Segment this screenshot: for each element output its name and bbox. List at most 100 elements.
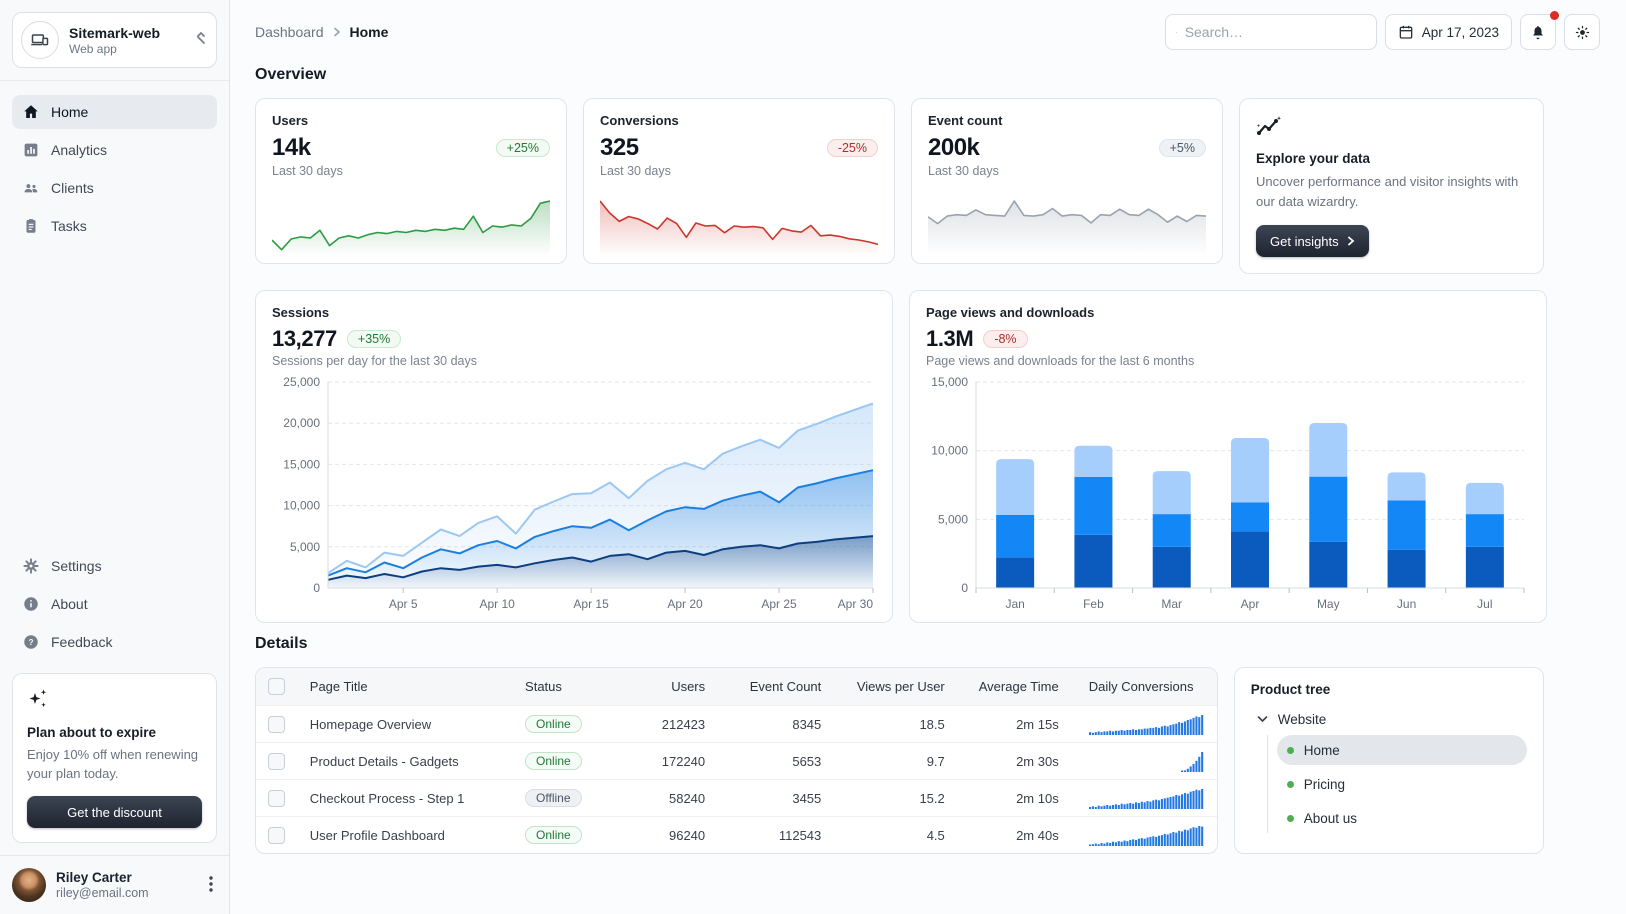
stat-caption: Last 30 days	[272, 164, 343, 178]
svg-text:Apr 5: Apr 5	[389, 597, 418, 611]
user-menu-button[interactable]	[205, 872, 217, 899]
svg-text:Apr 20: Apr 20	[667, 597, 703, 611]
search-icon	[1175, 31, 1177, 33]
col-views-per-user[interactable]: Views per User	[856, 679, 945, 694]
cell-views-per-user: 9.7	[839, 742, 963, 780]
svg-text:Jun: Jun	[1397, 597, 1416, 611]
row-checkbox[interactable]	[268, 789, 285, 807]
date-picker-button[interactable]: Apr 17, 2023	[1384, 14, 1512, 50]
user-meta: Riley Carter riley@email.com	[56, 870, 195, 900]
table-row[interactable]: Product Details - Gadgets Online 172240 …	[256, 742, 1217, 780]
sidebar-item-settings[interactable]: Settings	[12, 549, 217, 583]
gear-icon	[23, 558, 39, 574]
trend-chip: +25%	[495, 139, 550, 157]
help-icon: ?	[24, 635, 38, 650]
cell-average-time: 2m 30s	[962, 742, 1077, 780]
row-checkbox[interactable]	[268, 826, 285, 844]
stat-title: Event count	[928, 113, 1003, 128]
cell-page-title: Homepage Overview	[297, 705, 514, 743]
breadcrumb-home: Home	[349, 24, 389, 40]
pageviews-bar-chart: 0 5,000 10,000 15,000 Jan Feb Mar Apr May Jun Jul	[931, 375, 1525, 611]
sidebar-item-home[interactable]: Home	[12, 95, 217, 129]
breadcrumb-dashboard[interactable]: Dashboard	[255, 24, 324, 40]
workspace-subtitle: Web app	[69, 41, 117, 56]
sidebar-item-about[interactable]: About	[12, 587, 217, 621]
status-badge: Online	[525, 826, 582, 844]
sidebar-item-label: About	[51, 596, 88, 613]
table-row[interactable]: Checkout Process - Step 1 Offline 58240 …	[256, 779, 1217, 817]
tree-children: Home Pricing About us	[1266, 735, 1527, 833]
product-tree-title: Product tree	[1250, 682, 1331, 697]
col-average-time[interactable]: Average Time	[978, 679, 1059, 694]
tree-item-about-us[interactable]: About us	[1277, 803, 1527, 833]
col-users[interactable]: Users	[671, 679, 706, 694]
cell-users: 172240	[620, 742, 724, 780]
analytics-icon	[24, 143, 38, 157]
daily-conversions-sparkline	[1088, 789, 1203, 809]
chart-caption: Sessions per day for the last 30 days	[272, 354, 477, 368]
theme-toggle-button[interactable]	[1564, 14, 1600, 50]
col-daily-conversions[interactable]: Daily Conversions	[1088, 679, 1194, 694]
sidebar-item-clients[interactable]: Clients	[12, 171, 217, 205]
svg-text:5,000: 5,000	[290, 540, 320, 554]
product-tree-card: Product tree Website Home Pricing	[1233, 667, 1544, 854]
chevron-down-icon	[1257, 716, 1268, 723]
svg-text:Apr 30: Apr 30	[838, 597, 874, 611]
sidebar-item-tasks[interactable]: Tasks	[12, 209, 217, 243]
plan-promo-card: Plan about to expire Enjoy 10% off when …	[12, 673, 217, 843]
cell-event-count: 112543	[723, 816, 840, 853]
get-insights-button[interactable]: Get insights	[1256, 225, 1369, 257]
tree-item-home[interactable]: Home	[1276, 735, 1527, 765]
details-grid: Page Title Status Users Event Count View…	[255, 667, 1544, 854]
cell-users: 96240	[620, 816, 724, 853]
tree-item-pricing[interactable]: Pricing	[1277, 769, 1527, 799]
trend-chip: -8%	[983, 330, 1028, 348]
svg-text:Apr 10: Apr 10	[479, 597, 515, 611]
stat-caption: Last 30 days	[928, 164, 999, 178]
svg-text:25,000: 25,000	[283, 375, 320, 389]
stat-card-event-count: Event count 200k +5% Last 30 days	[911, 98, 1223, 264]
main-content: Dashboard Home Apr 17, 2023	[230, 0, 1626, 914]
topbar-controls: Apr 17, 2023	[1164, 11, 1600, 50]
status-badge: Online	[525, 715, 582, 733]
people-icon	[24, 184, 38, 193]
col-event-count[interactable]: Event Count	[749, 679, 822, 694]
sparkle-icon	[29, 689, 47, 708]
info-icon	[24, 597, 38, 612]
search-box[interactable]	[1164, 14, 1377, 50]
events-sparkline	[928, 200, 1206, 253]
notifications-button[interactable]	[1520, 11, 1559, 50]
sidebar-item-analytics[interactable]: Analytics	[12, 133, 217, 167]
svg-text:15,000: 15,000	[283, 457, 320, 471]
tree-dot-icon	[1286, 746, 1294, 754]
get-insights-label: Get insights	[1270, 233, 1339, 249]
cell-page-title: Checkout Process - Step 1	[297, 779, 514, 817]
svg-text:Jul: Jul	[1477, 597, 1492, 611]
svg-text:0: 0	[313, 581, 320, 595]
table-row[interactable]: Homepage Overview Online 212423 8345 18.…	[256, 705, 1217, 743]
workspace-selector[interactable]: Sitemark-web Web app	[12, 12, 217, 68]
table-row[interactable]: User Profile Dashboard Online 96240 1125…	[256, 816, 1217, 853]
users-sparkline	[272, 200, 550, 253]
svg-text:10,000: 10,000	[283, 499, 320, 513]
daily-conversions-sparkline	[1088, 826, 1203, 846]
col-status[interactable]: Status	[525, 679, 562, 694]
cell-event-count: 8345	[723, 705, 840, 743]
select-all-checkbox[interactable]	[268, 678, 285, 695]
date-label: Apr 17, 2023	[1421, 24, 1499, 40]
sidebar-item-feedback[interactable]: ? Feedback	[12, 625, 217, 659]
row-checkbox[interactable]	[268, 752, 285, 770]
row-checkbox[interactable]	[268, 715, 285, 733]
unfold-icon	[194, 30, 208, 51]
breadcrumb: Dashboard Home	[255, 24, 388, 40]
search-input[interactable]	[1184, 24, 1366, 40]
ellipsis-vertical-icon	[209, 875, 213, 892]
cell-users: 58240	[620, 779, 724, 817]
col-page-title[interactable]: Page Title	[309, 679, 368, 694]
svg-text:?: ?	[28, 638, 33, 647]
table-header-row: Page Title Status Users Event Count View…	[256, 668, 1217, 706]
tree-node-website[interactable]: Website	[1251, 703, 1527, 735]
chart-caption: Page views and downloads for the last 6 …	[926, 354, 1195, 368]
get-discount-button[interactable]: Get the discount	[27, 796, 202, 828]
trend-chip: +35%	[346, 330, 402, 348]
